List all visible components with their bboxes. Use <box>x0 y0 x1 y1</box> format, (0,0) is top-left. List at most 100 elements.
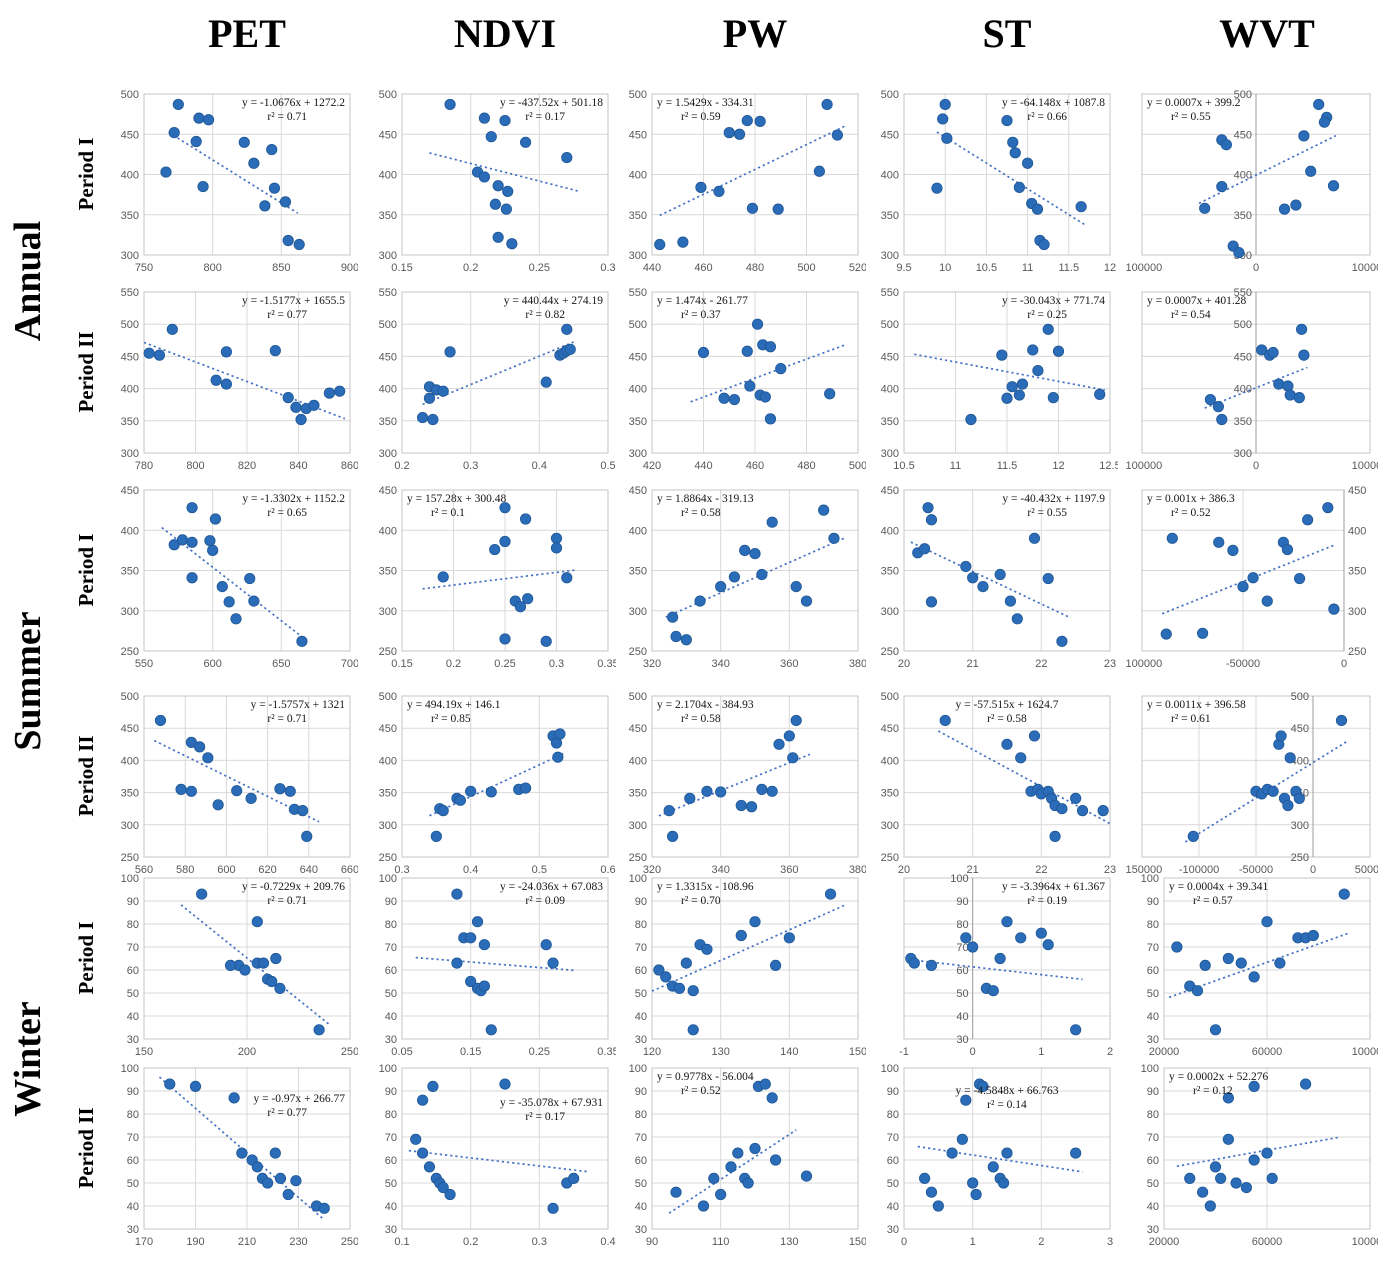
r-squared-label: r² = 0.25 <box>1027 309 1067 321</box>
svg-text:30: 30 <box>1147 1034 1159 1046</box>
data-point <box>908 957 920 969</box>
data-point <box>1007 136 1019 148</box>
svg-text:80: 80 <box>1147 1109 1159 1121</box>
svg-text:60: 60 <box>635 1155 647 1167</box>
svg-text:50: 50 <box>385 988 397 1000</box>
data-point <box>1028 730 1041 742</box>
data-point <box>718 392 730 404</box>
svg-text:50: 50 <box>127 1178 139 1190</box>
svg-text:420: 420 <box>643 460 661 472</box>
svg-text:300: 300 <box>121 606 139 618</box>
data-point <box>1009 147 1021 159</box>
trend-line <box>429 152 581 193</box>
data-point <box>1293 792 1305 804</box>
r-squared-label: r² = 0.58 <box>681 507 721 519</box>
svg-text:100: 100 <box>950 873 968 885</box>
data-point <box>520 782 532 794</box>
svg-text:500: 500 <box>121 89 139 101</box>
data-point <box>251 916 263 928</box>
data-point <box>1216 413 1228 426</box>
column-header-ndvi: NDVI <box>453 11 557 56</box>
svg-text:550: 550 <box>121 287 139 299</box>
svg-text:460: 460 <box>746 460 764 472</box>
data-point <box>987 1161 999 1173</box>
svg-text:250: 250 <box>379 852 397 864</box>
svg-text:300: 300 <box>629 250 647 262</box>
svg-text:70: 70 <box>385 942 397 954</box>
r-squared-label: r² = 0.09 <box>525 895 565 907</box>
svg-text:170: 170 <box>135 1236 153 1248</box>
svg-text:400: 400 <box>881 170 899 182</box>
data-point <box>189 1080 202 1093</box>
data-point <box>1204 1200 1216 1212</box>
equation-label: y = -30.043x + 771.74 <box>1002 295 1105 307</box>
data-point <box>790 581 802 593</box>
data-point <box>759 1078 771 1090</box>
trend-line <box>651 904 845 992</box>
svg-text:700: 700 <box>341 658 358 670</box>
data-point <box>239 964 251 976</box>
data-point <box>166 323 178 335</box>
data-point <box>1307 929 1319 942</box>
data-point <box>416 1094 429 1106</box>
svg-text:500: 500 <box>881 691 899 703</box>
equation-label: y = -1.0676x + 1272.2 <box>242 97 345 109</box>
data-point <box>1035 927 1047 939</box>
data-point <box>547 957 559 969</box>
group-label-annual: Annual <box>7 220 49 342</box>
data-point <box>269 345 281 357</box>
data-point <box>471 916 484 928</box>
svg-text:100000: 100000 <box>1352 460 1378 472</box>
svg-text:50: 50 <box>635 1178 647 1190</box>
trend-line <box>168 131 299 214</box>
data-point <box>270 952 282 965</box>
data-point <box>756 783 768 795</box>
svg-text:600: 600 <box>217 864 235 876</box>
svg-text:-100000: -100000 <box>1126 658 1162 670</box>
data-point <box>202 752 214 764</box>
svg-text:12: 12 <box>1052 460 1064 472</box>
plot-winter-period-ii-ndvi: 30 40 50 60 70 80 90 100 0.1 0.2 0.3 0.4 y = -35.078… <box>364 1060 616 1253</box>
svg-text:400: 400 <box>629 384 647 396</box>
equation-label: y = 0.0007x + 399.2 <box>1147 97 1241 109</box>
svg-text:90: 90 <box>127 1086 139 1098</box>
data-point <box>1031 203 1044 215</box>
trend-line <box>668 1129 797 1214</box>
svg-text:0: 0 <box>970 1046 976 1058</box>
data-point <box>1209 1024 1222 1036</box>
svg-text:22: 22 <box>1035 658 1047 670</box>
data-point <box>437 805 449 817</box>
svg-text:400: 400 <box>629 525 647 537</box>
svg-text:300: 300 <box>881 448 899 460</box>
data-point <box>465 785 477 797</box>
svg-text:0.35: 0.35 <box>597 658 616 670</box>
data-point <box>1327 180 1340 192</box>
data-point <box>956 1133 968 1145</box>
data-point <box>282 392 294 404</box>
svg-text:150: 150 <box>849 1236 866 1248</box>
svg-text:450: 450 <box>121 129 139 141</box>
data-point <box>520 136 532 148</box>
data-point <box>941 132 953 144</box>
svg-text:150: 150 <box>849 1046 866 1058</box>
data-point <box>1006 381 1018 393</box>
equation-label: y = -3.3964x + 61.367 <box>1002 881 1105 893</box>
svg-text:0: 0 <box>1253 460 1259 472</box>
svg-text:50: 50 <box>127 988 139 1000</box>
data-point <box>1248 971 1260 983</box>
svg-text:250: 250 <box>1348 646 1366 658</box>
svg-text:80: 80 <box>1147 919 1159 931</box>
svg-text:450: 450 <box>379 485 397 497</box>
svg-text:350: 350 <box>121 788 139 800</box>
data-point <box>334 385 346 397</box>
data-point <box>663 805 675 817</box>
svg-text:350: 350 <box>379 210 397 222</box>
data-point <box>561 323 573 335</box>
svg-text:300: 300 <box>881 250 899 262</box>
data-point <box>175 783 187 795</box>
data-point <box>1028 532 1041 544</box>
r-squared-label: r² = 0.58 <box>987 713 1027 725</box>
data-point <box>266 143 278 156</box>
svg-text:560: 560 <box>135 864 153 876</box>
svg-text:130: 130 <box>711 1046 729 1058</box>
